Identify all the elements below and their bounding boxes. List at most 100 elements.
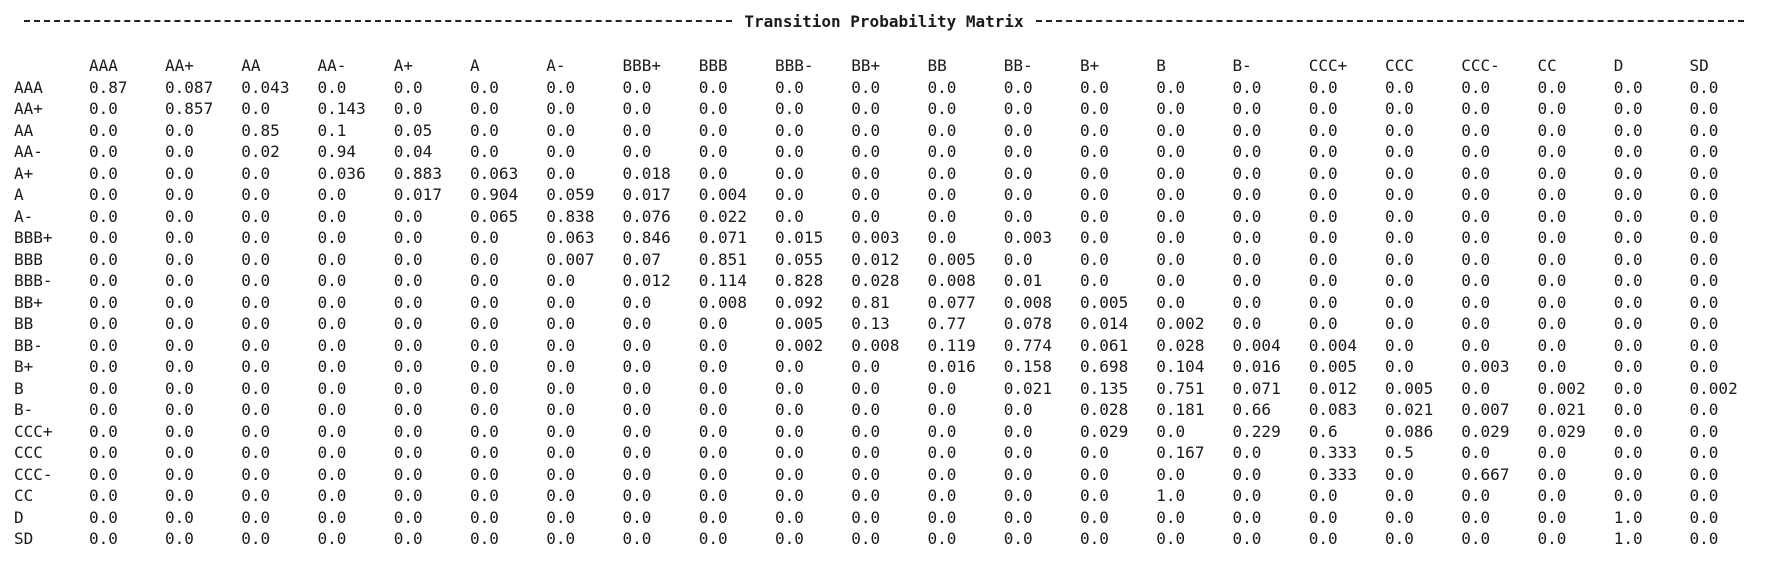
matrix-cell: 0.0 xyxy=(241,271,271,290)
matrix-cell: 0.0 xyxy=(165,507,194,527)
matrix-cell: 0.0 xyxy=(241,292,271,312)
column-header: BB- xyxy=(1003,56,1033,75)
matrix-cell: 0.0 xyxy=(1537,185,1567,204)
matrix-cell: 0.0 xyxy=(1537,529,1567,548)
matrix-cell: 0.114 xyxy=(698,271,747,290)
matrix-cell: 0.0 xyxy=(1080,206,1109,226)
corner-cell xyxy=(14,55,89,77)
matrix-cell: 0.0 xyxy=(546,163,576,183)
matrix-cell: 0.0 xyxy=(1613,486,1643,505)
matrix-cell: 0.0 xyxy=(1003,99,1033,118)
matrix-cell: 0.0 xyxy=(317,378,347,398)
matrix-cell: 0.071 xyxy=(1232,378,1281,398)
matrix-cell: 0.0 xyxy=(698,378,728,398)
column-header: A xyxy=(470,56,480,75)
table-row: A+ 0.0 0.0 0.0 0.036 0.883 0.063 0.0 0.018 0.0 0.0… xyxy=(14,163,1766,185)
matrix-cell: 0.0 xyxy=(317,486,347,505)
matrix-cell: 0.0 xyxy=(470,378,499,398)
matrix-cell: 0.0 xyxy=(546,292,576,312)
matrix-body: AAA 0.87 0.087 0.043 0.0 0.0 0.0 0.0 0.0 0.0 0.0 0.… xyxy=(14,77,1766,550)
matrix-cell: 0.0 xyxy=(1080,529,1109,548)
matrix-cell: 0.0 xyxy=(165,120,194,140)
table-row: BBB 0.0 0.0 0.0 0.0 0.0 0.0 0.007 0.07 0.851 0.055… xyxy=(14,249,1766,271)
matrix-cell: 0.0 xyxy=(317,271,347,290)
matrix-cell: 0.0 xyxy=(1461,163,1491,183)
matrix-cell: 0.0 xyxy=(1613,163,1643,183)
matrix-cell: 0.0 xyxy=(393,400,423,419)
matrix-cell: 0.0 xyxy=(1689,185,1719,204)
matrix-cell: 0.0 xyxy=(1461,99,1491,118)
matrix-cell: 0.333 xyxy=(1308,443,1357,462)
table-row: AA 0.0 0.0 0.85 0.1 0.05 0.0 0.0 0.0 0.0 0.0 0.0 0.0… xyxy=(14,120,1766,142)
matrix-cell: 0.0 xyxy=(1461,529,1491,548)
matrix-cell: 0.0 xyxy=(1156,464,1186,484)
matrix-cell: 0.016 xyxy=(1232,357,1281,376)
matrix-cell: 0.0 xyxy=(775,77,804,97)
matrix-cell: 0.0 xyxy=(1385,507,1414,527)
matrix-cell: 0.0 xyxy=(698,142,728,161)
matrix-cell: 0.0 xyxy=(1003,486,1033,505)
matrix-cell: 0.0 xyxy=(1308,77,1338,97)
matrix-cell: 0.0 xyxy=(89,378,118,398)
matrix-cell: 0.087 xyxy=(165,77,214,97)
matrix-cell: 0.104 xyxy=(1156,357,1205,376)
matrix-cell: 0.022 xyxy=(698,206,747,226)
matrix-cell: 0.0 xyxy=(1385,335,1414,355)
matrix-cell: 0.0 xyxy=(89,185,118,204)
matrix-cell: 0.0 xyxy=(1308,142,1338,161)
matrix-cell: 0.0 xyxy=(775,400,804,419)
matrix-cell: 0.063 xyxy=(470,163,519,183)
matrix-cell: 0.0 xyxy=(317,314,347,333)
matrix-cell: 0.0 xyxy=(317,185,347,204)
matrix-cell: 0.0 xyxy=(927,77,957,97)
matrix-cell: 0.0 xyxy=(1308,120,1338,140)
matrix-cell: 0.0 xyxy=(622,314,652,333)
column-header: BBB+ xyxy=(622,56,662,75)
column-header: AA+ xyxy=(165,56,194,75)
matrix-cell: 0.0 xyxy=(1232,185,1262,204)
matrix-cell: 0.0 xyxy=(1613,421,1643,441)
matrix-cell: 0.0 xyxy=(1080,249,1109,269)
matrix-cell: 0.0 xyxy=(89,507,118,527)
matrix-cell: 0.0 xyxy=(470,228,499,247)
matrix-cell: 0.0 xyxy=(1613,335,1643,355)
matrix-cell: 0.0 xyxy=(851,185,881,204)
matrix-cell: 0.0 xyxy=(1308,529,1338,548)
matrix-title: Transition Probability Matrix xyxy=(744,11,1024,31)
matrix-cell: 0.0 xyxy=(165,271,194,290)
matrix-cell: 0.0 xyxy=(1689,529,1719,548)
column-header: B- xyxy=(1232,56,1252,75)
matrix-cell: 0.0 xyxy=(241,99,271,118)
matrix-cell: 0.0 xyxy=(546,486,576,505)
matrix-cell: 0.0 xyxy=(698,400,728,419)
matrix-cell: 0.13 xyxy=(851,314,890,333)
matrix-cell: 0.0 xyxy=(1537,206,1567,226)
matrix-cell: 0.0 xyxy=(1689,99,1719,118)
row-label: CC xyxy=(14,486,34,505)
matrix-cell: 0.0 xyxy=(470,99,499,118)
matrix-cell: 0.0 xyxy=(470,142,499,161)
matrix-cell: 0.0 xyxy=(89,357,118,376)
row-label: BBB- xyxy=(14,271,53,290)
matrix-cell: 0.0 xyxy=(546,464,576,484)
matrix-cell: 0.0 xyxy=(1461,378,1491,398)
matrix-cell: 0.0 xyxy=(1308,228,1338,247)
matrix-cell: 0.0 xyxy=(1689,443,1719,462)
matrix-cell: 0.0 xyxy=(546,77,576,97)
matrix-cell: 0.0 xyxy=(1613,120,1643,140)
matrix-cell: 0.667 xyxy=(1461,464,1510,484)
matrix-cell: 0.0 xyxy=(241,421,271,441)
matrix-cell: 0.774 xyxy=(1003,335,1052,355)
matrix-cell: 0.0 xyxy=(1461,335,1491,355)
column-header: BBB xyxy=(698,56,728,75)
matrix-cell: 0.0 xyxy=(1080,486,1109,505)
matrix-cell: 0.012 xyxy=(1308,378,1357,398)
matrix-cell: 0.077 xyxy=(927,292,976,312)
matrix-cell: 0.0 xyxy=(89,99,118,118)
matrix-cell: 0.0 xyxy=(1613,357,1643,376)
matrix-cell: 0.0 xyxy=(1156,185,1186,204)
matrix-cell: 1.0 xyxy=(1156,486,1186,505)
matrix-cell: 0.0 xyxy=(1537,335,1567,355)
matrix-cell: 0.0 xyxy=(546,271,576,290)
matrix-cell: 0.0 xyxy=(1385,357,1414,376)
